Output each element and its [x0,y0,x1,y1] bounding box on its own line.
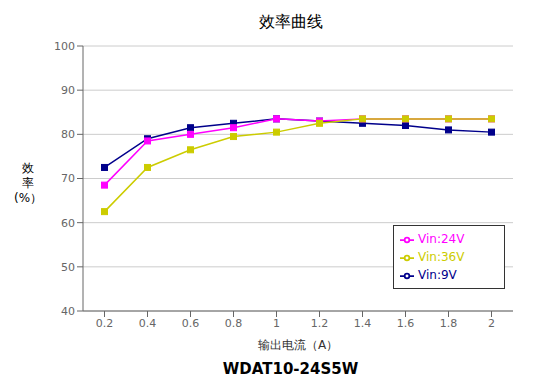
html-text:Vin:24V: Vin:24V [418,232,465,246]
html-text:WDAT10-24S5W: WDAT10-24S5W [222,360,359,378]
svg-text:1: 1 [273,317,280,330]
svg-text:0.6: 0.6 [182,317,200,330]
svg-text:40: 40 [61,305,75,318]
svg-text:70: 70 [61,172,75,185]
svg-text:输出电流（A）: 输出电流（A） [258,338,338,352]
svg-text:50: 50 [61,261,75,274]
svg-text:60: 60 [61,217,75,230]
svg-text:1.2: 1.2 [311,317,329,330]
svg-text:80: 80 [61,128,75,141]
svg-text:0.2: 0.2 [96,317,114,330]
svg-text:1.4: 1.4 [354,317,372,330]
svg-text:1.8: 1.8 [440,317,458,330]
svg-text:100: 100 [54,40,75,53]
html-text:Vin:36V: Vin:36V [418,250,465,264]
html-text:效率曲线: 效率曲线 [258,12,323,31]
svg-text:1.6: 1.6 [397,317,415,330]
svg-text:0.4: 0.4 [139,317,157,330]
svg-text:0.8: 0.8 [225,317,243,330]
html-text:率: 率 [22,176,34,190]
svg-text:90: 90 [61,84,75,97]
html-text:Vin:9V: Vin:9V [418,268,457,282]
html-text:效: 效 [22,161,34,175]
svg-text:2: 2 [488,317,495,330]
